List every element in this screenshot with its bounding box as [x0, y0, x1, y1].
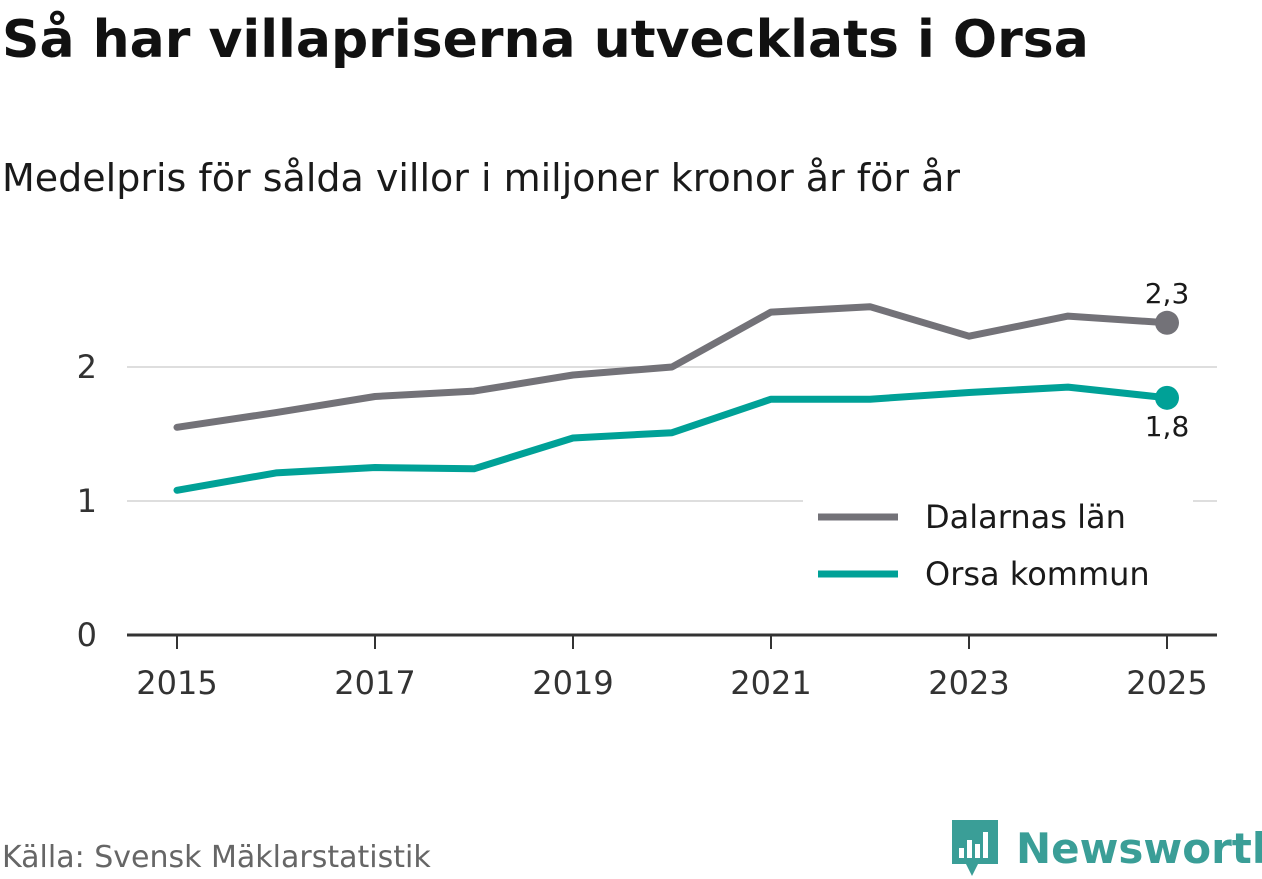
x-tick-label-2015: 2015 — [136, 664, 217, 702]
x-axis: 2015 2017 2019 2021 2023 2025 — [127, 633, 1217, 702]
source-note: Källa: Svensk Mäklarstatistik — [2, 840, 431, 875]
series-end-point-0 — [1155, 310, 1179, 335]
series-end-point-1 — [1155, 385, 1179, 410]
x-tick-label-2025: 2025 — [1126, 664, 1207, 702]
y-tick-label-2: 2 — [77, 348, 97, 386]
legend-label-0: Dalarnas län — [925, 498, 1126, 536]
chart-subtitle: Medelpris för sålda villor i miljoner kr… — [2, 156, 961, 200]
legend-background — [803, 494, 1193, 610]
chart-title: Så har villapriserna utvecklats i Orsa — [2, 10, 1089, 70]
x-tick-label-2023: 2023 — [928, 664, 1009, 702]
series-line-1 — [173, 383, 1171, 494]
y-tick-label-1: 1 — [77, 482, 97, 520]
x-tick-label-2019: 2019 — [532, 664, 613, 702]
brand-name: Newsworthy — [1016, 823, 1262, 873]
series-end-label-1: 1,8 — [1145, 410, 1190, 443]
series-lines: 2,3 1,8 — [173, 277, 1190, 494]
x-tick-label-2021: 2021 — [730, 664, 811, 702]
series-end-label-0: 2,3 — [1145, 277, 1190, 310]
x-tick-label-2017: 2017 — [334, 664, 415, 702]
legend-label-1: Orsa kommun — [925, 555, 1150, 593]
line-chart: 0 1 2 2015 2017 2019 2021 2023 2025 2,3 1,8 Dala… — [77, 277, 1217, 702]
legend: Dalarnas län Orsa kommun — [803, 494, 1193, 610]
y-tick-label-0: 0 — [77, 616, 97, 654]
newsworthy-bar-chart-icon — [952, 820, 998, 876]
series-line-0 — [173, 303, 1171, 431]
brand-logo: Newsworthy — [950, 818, 1262, 878]
